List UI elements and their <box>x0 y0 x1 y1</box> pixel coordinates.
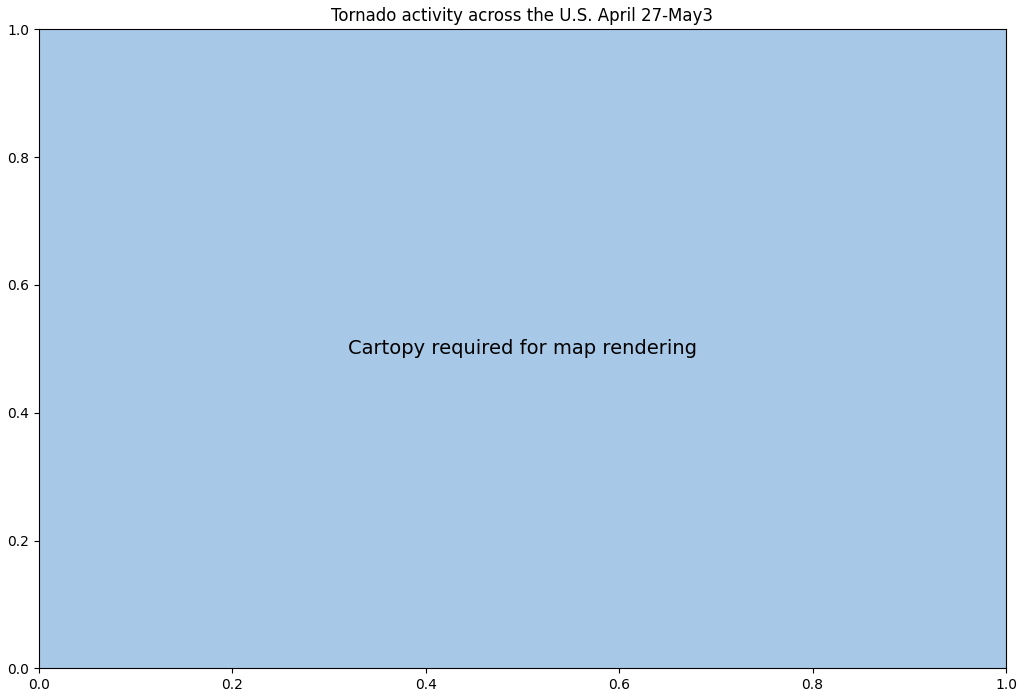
Text: Cartopy required for map rendering: Cartopy required for map rendering <box>348 339 697 359</box>
Title: Tornado activity across the U.S. April 27-May3: Tornado activity across the U.S. April 2… <box>332 7 714 25</box>
